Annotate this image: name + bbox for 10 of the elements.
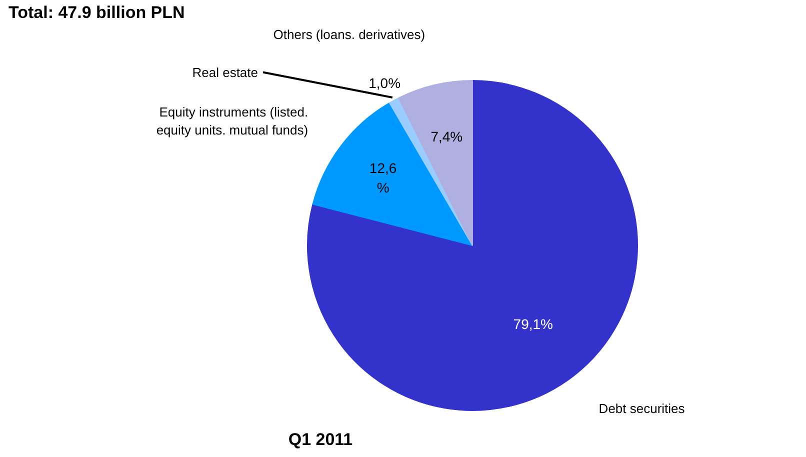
text: Q1 2011 — [288, 430, 353, 449]
data-label: 12,6 % — [369, 160, 397, 196]
chart-title: Total: 47.9 billion PLN — [8, 3, 185, 22]
slice-label: Others (loans. derivatives) — [273, 26, 426, 42]
data-label: 1,0% — [368, 74, 401, 91]
slice-label: Real estate — [192, 64, 258, 80]
slice-label: Debt securities — [598, 401, 686, 416]
data-label: 7,4% — [430, 128, 463, 144]
slice-label: Equity instruments (listed. equity units. mutual funds) — [156, 104, 308, 138]
data-label: 79,1% — [513, 316, 553, 332]
